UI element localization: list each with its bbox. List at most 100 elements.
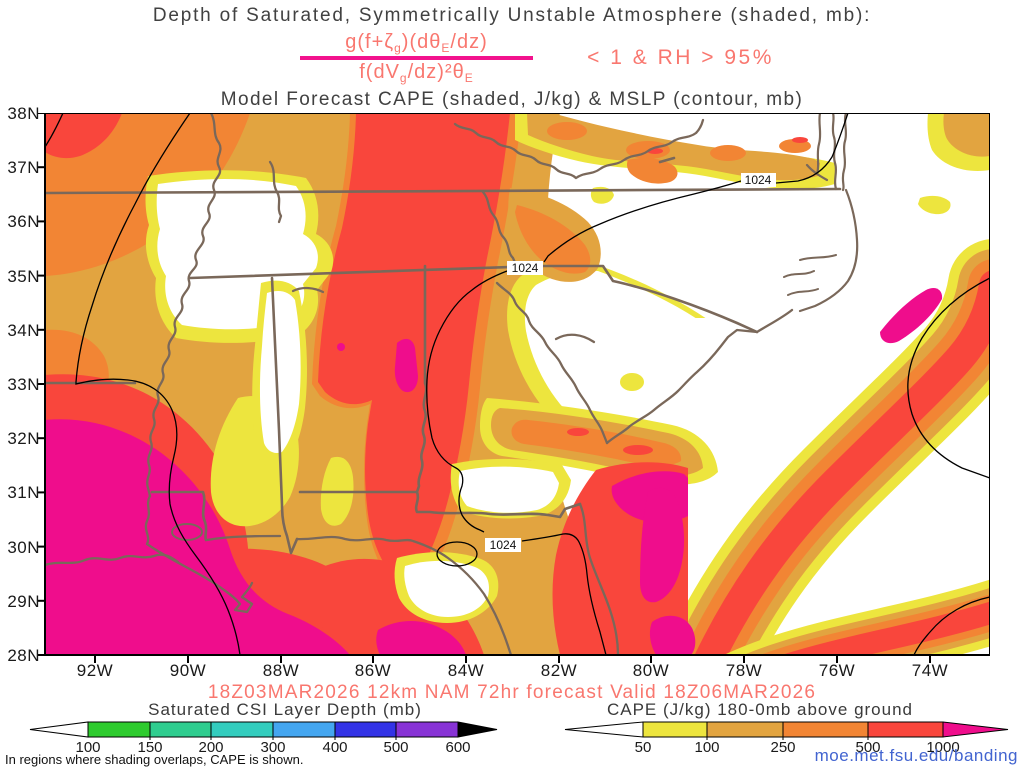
va-river-dash: [658, 156, 676, 164]
cape-segment: [867, 721, 944, 738]
lake-pontchartrain: [171, 523, 203, 541]
cape-legend-title: CAPE (J/kg) 180-0mb above ground: [606, 700, 914, 719]
cape-shading-blob: [943, 114, 989, 157]
csi-tick-label: 150: [137, 739, 163, 756]
lat-label: 33N: [7, 375, 40, 394]
sc-coast: [605, 328, 759, 445]
csi-segment: [395, 721, 459, 738]
formula-num-1: g(f+ζ: [345, 31, 395, 53]
forecast-valid-line: 18Z03MAR2026 12km NAM 72hr forecast Vali…: [207, 682, 817, 703]
cape-shading-blob: [527, 114, 820, 181]
csi-colorbar: [29, 721, 498, 740]
lat-label: 38N: [7, 104, 40, 123]
csi-tick-label: 400: [322, 739, 348, 756]
tn-nc-border: [481, 190, 518, 267]
outer-banks: [798, 188, 859, 313]
contour-1024-nw: [46, 114, 64, 147]
formula-num-2: )(dθ: [401, 31, 442, 53]
cape-shading-blob: [792, 137, 808, 143]
cape-tick-label: 50: [634, 739, 652, 756]
contour-1024-east: [907, 277, 989, 479]
cape-shading-blob: [567, 428, 589, 436]
border-ms-al: [270, 276, 299, 555]
cape-shading-blob: [515, 205, 591, 274]
cape-shading-blob: [640, 487, 685, 603]
border-ga-al-chattahoochee: [415, 264, 428, 494]
lat-label: 35N: [7, 267, 40, 286]
lat-label: 37N: [7, 158, 40, 177]
contour-1024-main: [426, 114, 849, 654]
lon-label: 88W: [262, 661, 300, 680]
cape-segment: [706, 721, 784, 738]
lon-label: 82W: [540, 661, 578, 680]
cape-shading-layer: 1024 1024 1024: [46, 114, 989, 654]
atlantic-cape-band: [661, 239, 989, 654]
csi-segment: [334, 721, 397, 738]
savannah-river: [495, 281, 609, 445]
cape-shading-blob: [623, 445, 653, 455]
csi-tick-label: 500: [383, 739, 409, 756]
csi-segment: [272, 721, 336, 738]
cape-shading-blob: [337, 343, 345, 351]
state-borders: [46, 114, 859, 654]
cape-tick-label: 250: [770, 739, 796, 756]
mississippi-river: [146, 114, 222, 498]
formula-den-1: f(dV: [359, 61, 400, 83]
formula-den-sub-e: E: [464, 71, 474, 85]
contour-label-box: [485, 538, 521, 552]
cape-under-arrow: [564, 721, 644, 738]
lon-label: 92W: [76, 661, 114, 680]
cape-segment: [782, 721, 869, 738]
axis-ticks: [37, 113, 931, 663]
overlap-note: In regions where shading overlaps, CAPE …: [5, 752, 304, 767]
lon-label: 86W: [354, 661, 392, 680]
lon-label: 90W: [169, 661, 207, 680]
contour-label-box: [741, 173, 776, 187]
cape-shading-blob: [627, 158, 678, 184]
lat-label: 31N: [7, 483, 40, 502]
tennessee-river-west: [268, 160, 283, 224]
nc-coast: [755, 308, 794, 334]
contour-label: 1024: [512, 261, 539, 275]
cape-colorbar: [564, 721, 1009, 740]
csi-tick-label: 600: [445, 739, 471, 756]
lat-label: 32N: [7, 429, 40, 448]
contour-1024-oval: [436, 541, 478, 567]
formula-condition: < 1 & RH > 95%: [587, 46, 774, 69]
contour-label: 1024: [745, 173, 772, 187]
pamlico-sound: [783, 254, 837, 296]
lon-label: 78W: [725, 661, 763, 680]
fl-east-coast: [578, 502, 620, 654]
formula-den-2: /dz)²θ: [407, 61, 465, 83]
lat-label: 28N: [7, 646, 40, 665]
cape-tick-label: 500: [855, 739, 881, 756]
lat-label: 34N: [7, 321, 40, 340]
cape-shading-blob: [547, 122, 587, 140]
formula-num-3: /dz): [450, 31, 488, 53]
lon-label: 84W: [447, 661, 485, 680]
no-shading-region: [259, 291, 301, 453]
louisiana-river-delta: [144, 494, 254, 614]
contour-label: 1024: [490, 538, 517, 552]
page-title: Depth of Saturated, Symmetrically Unstab…: [152, 5, 872, 26]
site-link[interactable]: moe.met.fsu.edu/banding: [814, 746, 1018, 765]
contour-label-box: [507, 261, 543, 275]
csi-tick-label: 200: [198, 739, 224, 756]
lat-label: 29N: [7, 592, 40, 611]
lon-label: 80W: [632, 661, 670, 680]
cape-shading-blob: [649, 615, 696, 654]
mslp-contours: [46, 114, 989, 654]
gulf-coast-ms-fl: [205, 534, 512, 654]
csi-segment: [149, 721, 212, 738]
no-shading-region: [458, 466, 559, 513]
cape-band-red: [695, 270, 989, 654]
cape-shading-blob: [710, 145, 746, 161]
formula-den-sub-g: g: [399, 71, 408, 85]
csi-legend-title: Saturated CSI Layer Depth (mb): [148, 700, 422, 719]
forecast-map: 1024 1024 1024: [37, 113, 990, 663]
lon-label: 76W: [818, 661, 856, 680]
cape-tick-label: 1000: [926, 739, 960, 756]
formula-num-sub-e: E: [441, 41, 451, 55]
cape-band-red: [784, 601, 989, 654]
border-ga-fl: [414, 490, 582, 519]
